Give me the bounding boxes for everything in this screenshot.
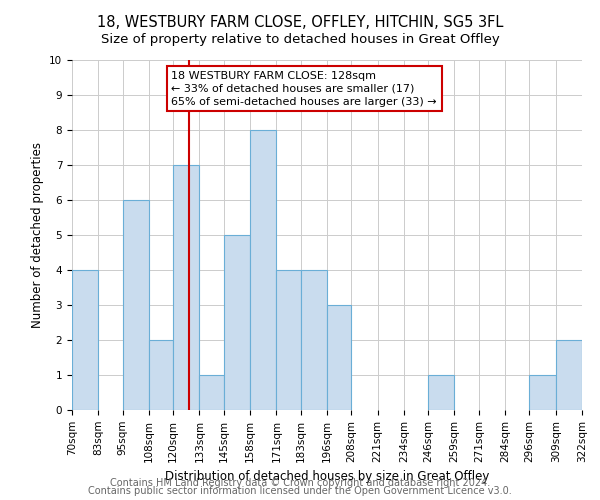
Text: 18 WESTBURY FARM CLOSE: 128sqm
← 33% of detached houses are smaller (17)
65% of : 18 WESTBURY FARM CLOSE: 128sqm ← 33% of … (172, 70, 437, 107)
Bar (277, 270, 301, 410)
Bar (529, 375, 556, 410)
Bar (199, 375, 224, 410)
Text: Contains HM Land Registry data © Crown copyright and database right 2024.: Contains HM Land Registry data © Crown c… (110, 478, 490, 488)
Bar (556, 340, 582, 410)
Text: 18, WESTBURY FARM CLOSE, OFFLEY, HITCHIN, SG5 3FL: 18, WESTBURY FARM CLOSE, OFFLEY, HITCHIN… (97, 15, 503, 30)
Text: Contains public sector information licensed under the Open Government Licence v3: Contains public sector information licen… (88, 486, 512, 496)
Bar (122, 200, 149, 410)
Bar (301, 270, 327, 410)
Bar (428, 375, 455, 410)
X-axis label: Distribution of detached houses by size in Great Offley: Distribution of detached houses by size … (165, 470, 489, 483)
Bar (327, 305, 351, 410)
Bar (149, 340, 173, 410)
Text: Size of property relative to detached houses in Great Offley: Size of property relative to detached ho… (101, 32, 499, 46)
Bar (173, 165, 199, 410)
Bar (72, 270, 98, 410)
Bar (224, 235, 250, 410)
Y-axis label: Number of detached properties: Number of detached properties (31, 142, 44, 328)
Bar (250, 130, 277, 410)
